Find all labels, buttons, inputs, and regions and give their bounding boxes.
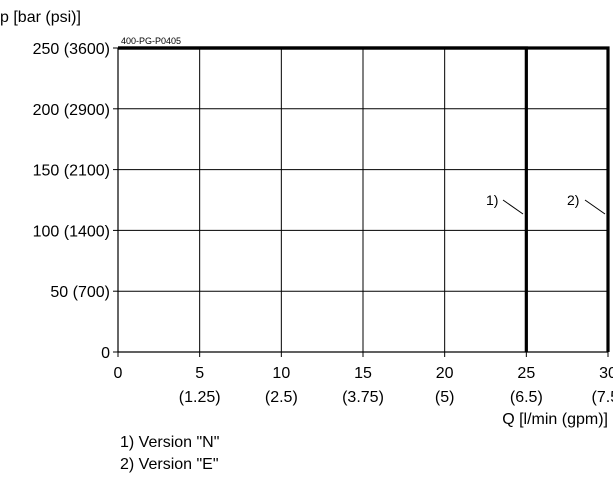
series-line-1 bbox=[118, 46, 528, 352]
x-tick-sublabel-5: (6.5) bbox=[510, 389, 543, 406]
y-tick-label-5: 250 (3600) bbox=[33, 41, 110, 58]
chart-code: 400-PG-P0405 bbox=[121, 36, 181, 46]
series-group bbox=[118, 46, 610, 352]
x-tick-label-4: 20 bbox=[436, 365, 454, 382]
grid-lines bbox=[118, 48, 608, 352]
series-line-2 bbox=[118, 46, 610, 352]
y-tick-labels: 0 50 (700) 100 (1400) 150 (2100) 200 (2900) 2… bbox=[33, 41, 118, 362]
note-version-e: 2) Version "E" bbox=[120, 456, 219, 473]
x-tick-sublabel-1: (1.25) bbox=[179, 389, 221, 406]
x-tick-label-1: 5 bbox=[195, 365, 204, 382]
x-tick-sublabel-4: (5) bbox=[435, 389, 455, 406]
x-tick-label-6: 30 bbox=[599, 365, 613, 382]
x-tick-sublabel-6: (7.5) bbox=[592, 389, 613, 406]
series-1-leader bbox=[502, 199, 524, 215]
x-tick-label-2: 10 bbox=[272, 365, 290, 382]
x-tick-label-3: 15 bbox=[354, 365, 372, 382]
y-tick-label-3: 150 (2100) bbox=[33, 163, 110, 180]
x-tick-label-5: 25 bbox=[517, 365, 535, 382]
y-tick-label-0: 0 bbox=[101, 345, 110, 362]
x-axis-label: Q [l/min (gpm)] bbox=[502, 411, 608, 428]
series-1-label: 1) bbox=[486, 192, 498, 208]
series-2-label: 2) bbox=[567, 192, 579, 208]
series-2-leader bbox=[584, 199, 606, 215]
y-tick-label-4: 200 (2900) bbox=[33, 102, 110, 119]
x-tick-sublabel-3: (3.75) bbox=[342, 389, 384, 406]
y-tick-label-2: 100 (1400) bbox=[33, 223, 110, 240]
note-version-n: 1) Version "N" bbox=[120, 434, 220, 451]
x-tick-sublabel-2: (2.5) bbox=[265, 389, 298, 406]
x-tick-labels: 0 5 (1.25) 10 (2.5) 15 (3.75) 20 (5) 25 (6.5) 30 (7.… bbox=[114, 352, 613, 406]
y-tick-label-1: 50 (700) bbox=[50, 284, 110, 301]
y-axis-label: p [bar (psi)] bbox=[0, 9, 81, 26]
x-tick-label-0: 0 bbox=[114, 365, 123, 382]
